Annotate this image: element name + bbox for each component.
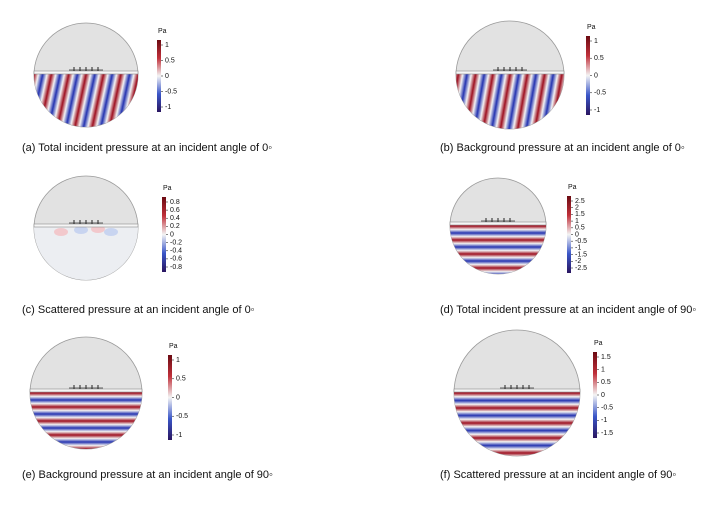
colorbar-tick-label: 0.2 [170, 223, 180, 230]
colorbar-tick-label: 1 [176, 357, 180, 364]
colorbar-unit: Pa [594, 340, 603, 347]
colorbar-tick-label: 1 [601, 367, 605, 374]
colorbar-tick-label: -0.5 [601, 405, 613, 412]
colorbar-tick-label: -0.2 [170, 239, 182, 246]
field-blob [74, 227, 88, 234]
colorbar-tick-label: -1.5 [575, 251, 587, 258]
interface-layer [29, 388, 143, 393]
colorbar-tick-label: 0.5 [575, 225, 585, 232]
colorbar-unit: Pa [568, 184, 577, 191]
colorbar-tick-label: -0.8 [170, 264, 182, 271]
field [454, 392, 580, 456]
colorbar [586, 36, 590, 115]
colorbar-tick-label: -0.4 [170, 248, 182, 255]
colorbar [567, 196, 571, 273]
colorbar-tick-label: -0.5 [165, 88, 177, 95]
colorbar-tick-label: 0.8 [170, 199, 180, 206]
colorbar-tick-label: 0.5 [594, 55, 604, 62]
interface-layer [449, 221, 547, 226]
colorbar-tick-label: 2.5 [575, 198, 585, 205]
field [34, 227, 138, 280]
interface-layer [33, 70, 139, 75]
panel: Pa 2.521.510.50-0.5-1-1.5-2-2.5 (d) Total … [440, 177, 696, 316]
colorbar-tick-label: -0.5 [594, 90, 606, 97]
colorbar-tick-label: -1 [594, 107, 600, 114]
panel: Pa 1 0.5 0 -0.5 -1 (b) Background pressure at … [440, 20, 685, 154]
colorbar-tick-label: -1 [575, 245, 581, 252]
colorbar-tick-label: -1.5 [601, 430, 613, 437]
colorbar-tick-label: -1 [176, 432, 182, 439]
colorbar-tick-label: -1 [601, 417, 607, 424]
interface-layer [455, 70, 565, 75]
colorbar [168, 355, 172, 440]
colorbar-tick-label: 1.5 [601, 354, 611, 361]
colorbar-tick-label: 0 [575, 231, 579, 238]
caption: (e) Background pressure at an incident a… [22, 469, 273, 481]
panel: Pa 1 0.5 0 -0.5 -1 (e) Background pressure at … [22, 336, 273, 481]
colorbar-tick-label: 0 [594, 72, 598, 79]
panel: Pa 1 0.5 0 -0.5 -1 (a) Total incident pressure… [22, 22, 272, 154]
field-blob [54, 228, 68, 236]
colorbar-unit: Pa [587, 24, 596, 31]
colorbar-tick-label: 2 [575, 205, 579, 212]
field [450, 225, 546, 274]
colorbar-tick-label: 0.6 [170, 207, 180, 214]
colorbar-tick-label: 1.5 [575, 211, 585, 218]
colorbar [593, 352, 597, 438]
colorbar-unit: Pa [158, 28, 167, 35]
colorbar-tick-label: -0.5 [176, 413, 188, 420]
caption: (d) Total incident pressure at an incide… [440, 304, 696, 316]
colorbar [162, 197, 166, 272]
colorbar-tick-label: -2.5 [575, 265, 587, 272]
colorbar-tick-label: -0.6 [170, 256, 182, 263]
colorbar-tick-label: 0.5 [165, 57, 175, 64]
interface-layer [33, 223, 139, 228]
colorbar-tick-label: -0.5 [575, 238, 587, 245]
caption: (c) Scattered pressure at an incident an… [22, 304, 255, 316]
colorbar-tick-label: 1 [594, 38, 598, 45]
caption: (a) Total incident pressure at an incide… [22, 142, 272, 154]
colorbar-tick-label: 1 [165, 42, 169, 49]
colorbar-tick-label: -1 [165, 104, 171, 111]
field [456, 74, 564, 129]
colorbar-unit: Pa [169, 343, 178, 350]
colorbar-tick-label: 0.4 [170, 215, 180, 222]
field-blob [91, 227, 105, 233]
colorbar-tick-label: 0 [165, 73, 169, 80]
panel: Pa 0.80.60.40.20-0.2 -0.4-0.6-0.8 (c) Scatt… [22, 175, 255, 316]
colorbar-tick-label: 0 [170, 231, 174, 238]
caption: (f) Scattered pressure at an incident an… [440, 469, 676, 481]
colorbar-tick-label: 1 [575, 218, 579, 225]
colorbar-tick-label: -2 [575, 258, 581, 265]
field [30, 392, 142, 449]
colorbar [157, 40, 161, 112]
colorbar-tick-label: 0.5 [176, 376, 186, 383]
colorbar-tick-label: 0 [601, 392, 605, 399]
field-blob [104, 228, 118, 236]
interface-layer [453, 388, 581, 393]
colorbar-tick-label: 0 [176, 394, 180, 401]
colorbar-unit: Pa [163, 185, 172, 192]
panel: Pa 1.5 1 0.5 0 -0.5 -1 -1.5 (f) Scattered pressu… [440, 329, 676, 481]
field [34, 74, 138, 127]
caption: (b) Background pressure at an incident a… [440, 142, 685, 154]
colorbar-tick-label: 0.5 [601, 379, 611, 386]
